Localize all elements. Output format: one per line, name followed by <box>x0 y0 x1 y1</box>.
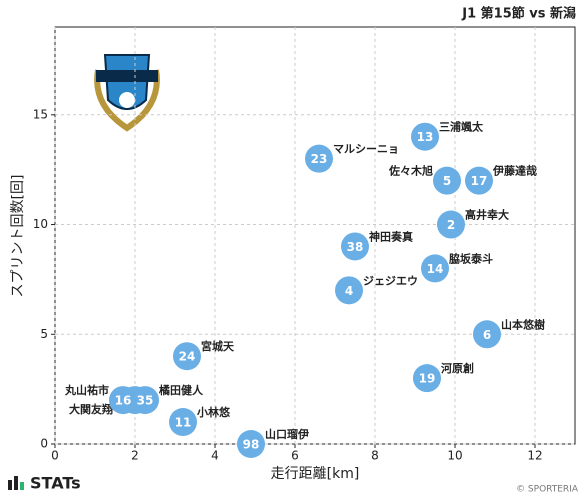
player-name: 山本悠樹 <box>501 317 545 331</box>
player-number: 14 <box>427 262 444 276</box>
y-tick-label: 15 <box>33 107 48 121</box>
player-number: 11 <box>175 416 192 430</box>
player-number: 98 <box>243 438 260 452</box>
player-bubble <box>437 210 465 239</box>
player-name: 脇坂泰斗 <box>449 251 493 265</box>
x-tick-label: 2 <box>131 449 139 463</box>
player-name: マルシーニョ <box>333 143 399 156</box>
player-number: 35 <box>137 394 154 408</box>
credit: © SPORTERIA <box>516 485 579 495</box>
y-tick-label: 10 <box>33 217 48 231</box>
player-bubble <box>109 386 137 415</box>
player-bubble <box>433 166 461 195</box>
player-bubble <box>131 386 159 415</box>
player-bubble <box>413 364 441 393</box>
player-name: 河原創 <box>441 361 474 375</box>
chart-title: J1 第15節 vs 新潟 <box>461 6 576 22</box>
x-tick-label: 6 <box>291 449 299 463</box>
player-name: 佐々木旭 <box>388 164 433 178</box>
player-bubble <box>305 144 333 173</box>
player-number: 17 <box>471 174 488 188</box>
x-tick-label: 12 <box>527 449 542 463</box>
y-tick-label: 0 <box>40 437 48 451</box>
player-number: 13 <box>417 130 434 144</box>
player-bubble <box>411 122 439 151</box>
player-number: 38 <box>347 240 364 254</box>
brand: STATs <box>30 474 81 493</box>
player-bubble <box>473 320 501 349</box>
x-axis-label: 走行距離[km] <box>271 465 360 482</box>
y-axis-label: スプリント回数[回] <box>10 175 26 298</box>
player-bubble <box>237 430 265 458</box>
player-number: 6 <box>483 328 491 342</box>
player-name: 小林悠 <box>196 405 231 419</box>
player-number: 19 <box>419 372 436 386</box>
player-name: 高井幸大 <box>465 208 509 222</box>
player-bubble <box>465 166 493 195</box>
player-number: 16 <box>115 394 132 408</box>
player-bubble <box>335 276 363 305</box>
y-tick-label: 5 <box>40 327 48 341</box>
player-bubble <box>169 408 197 437</box>
player-name: 宮城天 <box>201 339 235 353</box>
player-number: 4 <box>345 284 353 298</box>
player-name: 伊藤達哉 <box>492 164 537 178</box>
player-number: 24 <box>179 350 196 364</box>
x-tick-label: 0 <box>51 449 59 463</box>
player-name: 神田奏真 <box>369 229 413 243</box>
player-name: ジェジエウ <box>363 274 418 287</box>
club-emblem <box>94 54 160 132</box>
player-bubble <box>421 254 449 283</box>
player-number: 23 <box>311 152 328 166</box>
player-number: 5 <box>443 174 451 188</box>
player-number: 2 <box>447 218 455 232</box>
player-name: 丸山祐市 <box>64 383 109 397</box>
player-bubble <box>341 232 369 261</box>
x-tick-label: 10 <box>447 449 462 463</box>
player-bubble <box>173 342 201 371</box>
player-name: 大関友翔 <box>69 402 113 416</box>
x-tick-label: 8 <box>371 449 379 463</box>
player-name: 山口瑠伊 <box>265 427 309 441</box>
player-name: 三浦颯太 <box>439 120 484 134</box>
x-tick-label: 4 <box>211 449 219 463</box>
stats-logo <box>8 476 24 490</box>
player-name: 橘田健人 <box>158 383 204 397</box>
